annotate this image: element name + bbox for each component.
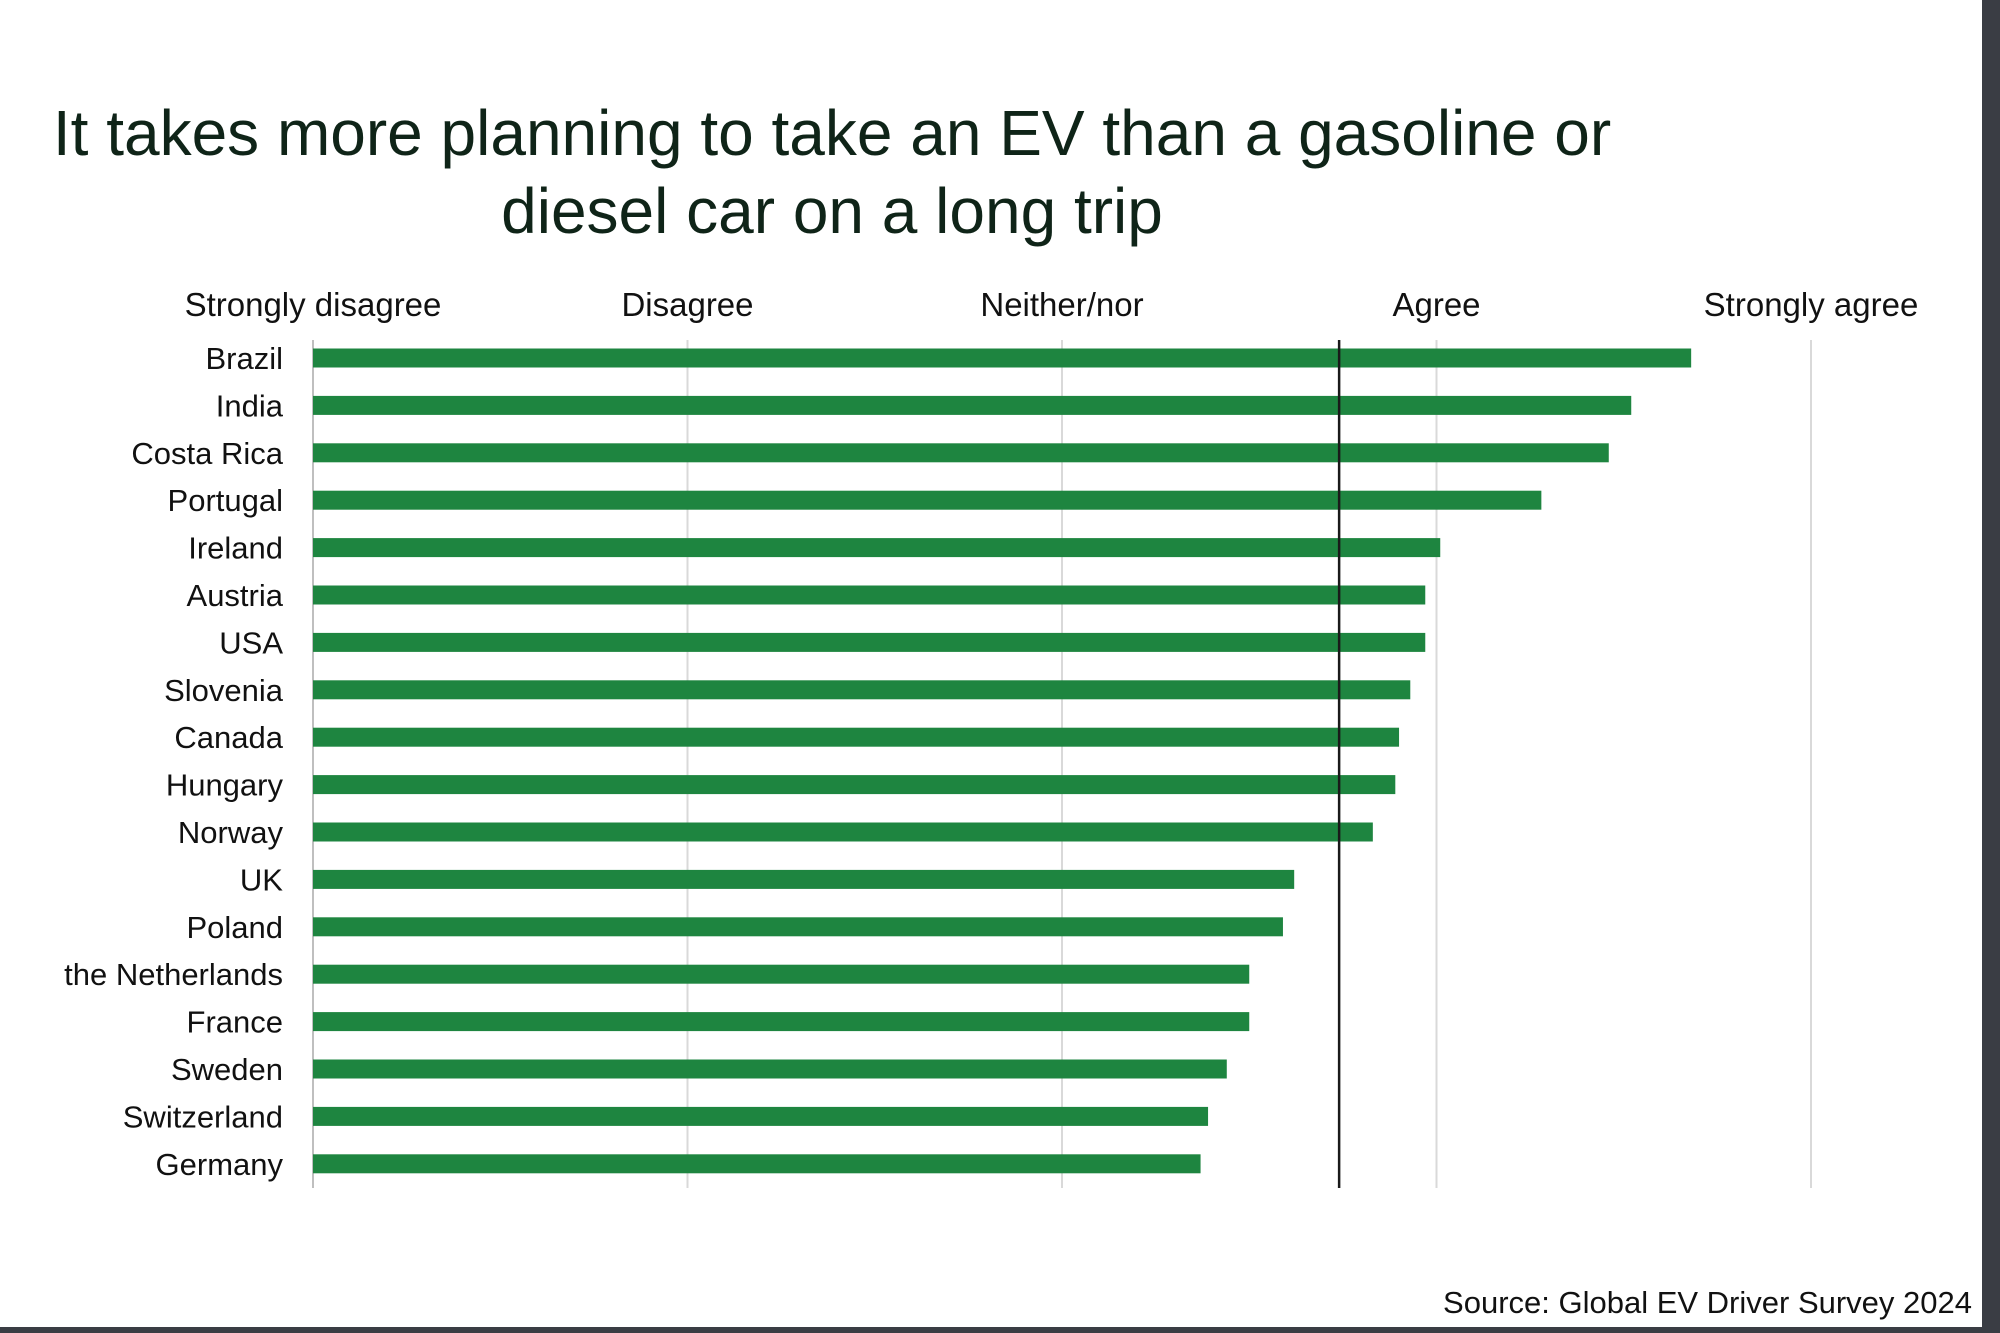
category-label-hungary: Hungary	[166, 768, 284, 803]
bar-uk	[313, 869, 1295, 889]
category-label-austria: Austria	[187, 578, 284, 613]
category-label-the-netherlands: the Netherlands	[64, 957, 283, 992]
scale-label-0: Strongly disagree	[185, 286, 442, 323]
category-label-ireland: Ireland	[188, 531, 283, 566]
category-label-sweden: Sweden	[171, 1052, 283, 1087]
category-label-norway: Norway	[178, 815, 284, 850]
category-label-france: France	[187, 1005, 283, 1040]
chart-title-line-1: It takes more planning to take an EV tha…	[53, 97, 1611, 169]
category-label-germany: Germany	[156, 1147, 284, 1182]
category-label-slovenia: Slovenia	[164, 673, 284, 708]
bar-slovenia	[313, 680, 1411, 700]
bar-france	[313, 1012, 1250, 1032]
bar-the-netherlands	[313, 964, 1250, 984]
category-label-usa: USA	[219, 625, 283, 660]
bar-layer	[313, 348, 1692, 1174]
scale-label-2: Neither/nor	[980, 286, 1143, 323]
category-label-costa-rica: Costa Rica	[131, 436, 283, 471]
bar-germany	[313, 1154, 1201, 1174]
grid-layer	[312, 340, 1812, 1188]
scale-label-1: Disagree	[621, 286, 753, 323]
bar-switzerland	[313, 1106, 1209, 1126]
category-label-india: India	[216, 388, 284, 423]
bar-hungary	[313, 775, 1396, 795]
category-labels: Brazil India Costa Rica Portugal Ireland Aust…	[64, 341, 284, 1182]
category-label-portugal: Portugal	[168, 483, 283, 518]
bar-ireland	[313, 538, 1441, 558]
scale-label-4: Strongly agree	[1704, 286, 1919, 323]
bar-brazil	[313, 348, 1692, 368]
scale-label-3: Agree	[1392, 286, 1480, 323]
bar-canada	[313, 727, 1400, 747]
bar-india	[313, 395, 1632, 415]
bar-austria	[313, 585, 1426, 605]
category-label-uk: UK	[240, 862, 283, 897]
bar-usa	[313, 632, 1426, 652]
window-edge-right	[1982, 0, 2000, 1333]
bar-portugal	[313, 490, 1542, 510]
category-label-brazil: Brazil	[205, 341, 283, 376]
source-note: Source: Global EV Driver Survey 2024	[1443, 1285, 1972, 1320]
bar-costa-rica	[313, 443, 1609, 463]
bar-norway	[313, 822, 1373, 842]
chart-title-line-2: diesel car on a long trip	[501, 175, 1163, 247]
category-label-poland: Poland	[186, 910, 283, 945]
bar-sweden	[313, 1059, 1227, 1079]
window-edge-bottom	[0, 1327, 2000, 1333]
category-label-canada: Canada	[174, 720, 283, 755]
category-label-switzerland: Switzerland	[123, 1099, 283, 1134]
bar-poland	[313, 917, 1283, 937]
scale-labels: Strongly disagree Disagree Neither/nor Agre…	[185, 286, 1919, 323]
